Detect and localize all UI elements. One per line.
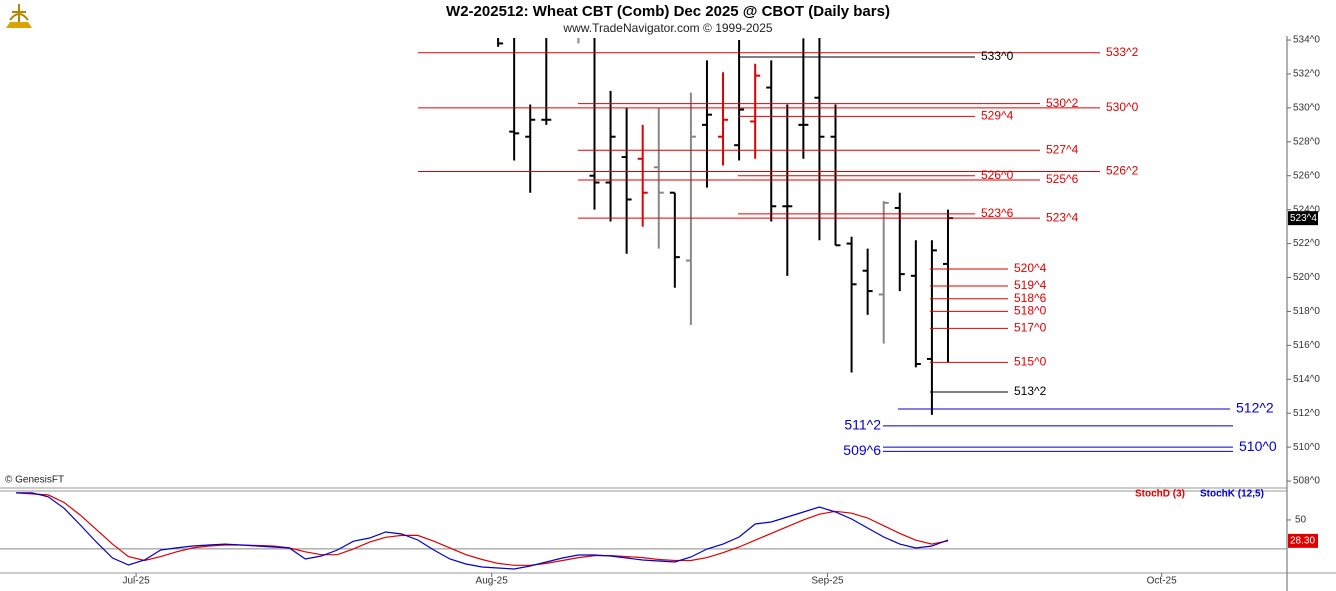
x-tick-label: Jul-25 — [122, 576, 150, 587]
level-label: 519^4 — [1014, 278, 1047, 292]
y-tick-label: 532^0 — [1293, 69, 1320, 80]
stoch-line — [16, 492, 949, 566]
y-tick-label: 518^0 — [1293, 306, 1320, 317]
level-label: 526^0 — [981, 168, 1014, 182]
level-label: 527^4 — [1046, 142, 1079, 156]
last-value-box — [1288, 533, 1318, 548]
level-label: 526^2 — [1106, 164, 1139, 178]
level-label: 525^6 — [1046, 172, 1079, 186]
logo — [6, 4, 32, 28]
x-tick-label: Aug-25 — [476, 576, 509, 587]
level-label: 520^4 — [1014, 261, 1047, 275]
y-tick-label: 508^0 — [1293, 476, 1320, 487]
y-tick-label: 530^0 — [1293, 103, 1320, 114]
legend-entry: StochD (3) — [1135, 489, 1185, 500]
stoch-line — [16, 492, 949, 570]
level-label: 513^2 — [1014, 384, 1047, 398]
legend-entry: StochK (12,5) — [1200, 489, 1264, 500]
level-label: 533^2 — [1106, 45, 1139, 59]
last-value-label: 28.30 — [1290, 536, 1315, 547]
level-label: 510^0 — [1239, 438, 1277, 454]
credit: © GenesisFT — [5, 475, 64, 486]
last-price-label: 523^4 — [1290, 213, 1317, 224]
level-label: 512^2 — [1236, 400, 1274, 416]
y-tick-label: 528^0 — [1293, 136, 1320, 147]
price-pane — [497, 38, 953, 415]
y-tick-label: 522^0 — [1293, 238, 1320, 249]
level-label: 517^0 — [1014, 321, 1047, 335]
y-tick-label: 524^0 — [1293, 204, 1320, 215]
chart-subtitle: www.TradeNavigator.com © 1999-2025 — [562, 21, 772, 35]
y-tick-label: 520^0 — [1293, 272, 1320, 283]
x-tick-label: Sep-25 — [811, 576, 844, 587]
y-tick-label: 512^0 — [1293, 408, 1320, 419]
x-tick-label: Oct-25 — [1147, 576, 1177, 587]
level-label: 515^0 — [1014, 354, 1047, 368]
y-tick-label: 50 — [1295, 515, 1307, 526]
level-label: 523^6 — [981, 206, 1014, 220]
y-tick-label: 510^0 — [1293, 442, 1320, 453]
level-label: 530^2 — [1046, 96, 1079, 110]
level-label: 518^0 — [1014, 304, 1047, 318]
y-tick-label: 514^0 — [1293, 374, 1320, 385]
y-tick-label: 526^0 — [1293, 170, 1320, 181]
level-label: 533^0 — [981, 49, 1014, 63]
y-tick-label: 516^0 — [1293, 340, 1320, 351]
y-tick-label: 534^0 — [1293, 35, 1320, 46]
level-label: 523^4 — [1046, 210, 1079, 224]
level-label: 509^6 — [843, 442, 881, 458]
chart-title: W2-202512: Wheat CBT (Comb) Dec 2025 @ C… — [446, 3, 890, 20]
level-label: 530^0 — [1106, 100, 1139, 114]
level-label: 529^4 — [981, 109, 1014, 123]
last-price-box — [1288, 211, 1318, 226]
level-label: 518^6 — [1014, 291, 1047, 305]
level-label: 511^2 — [844, 417, 881, 433]
